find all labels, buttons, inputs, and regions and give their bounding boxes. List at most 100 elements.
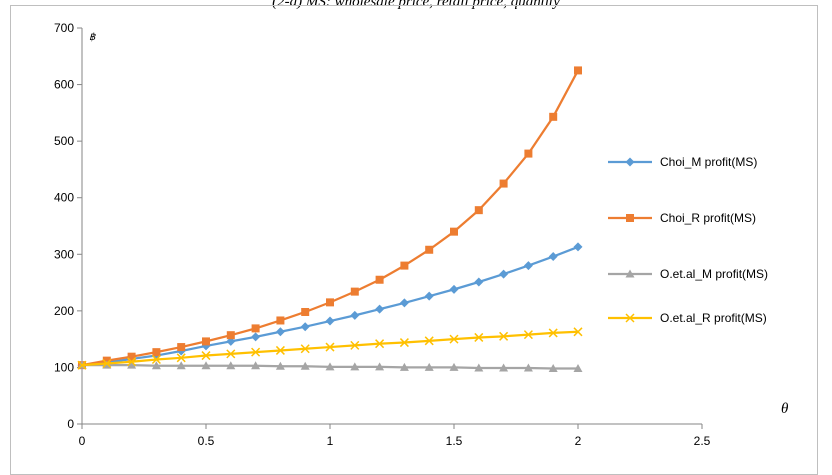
data-point	[326, 298, 334, 307]
data-point	[176, 353, 186, 363]
data-point	[325, 342, 335, 352]
data-point	[275, 361, 285, 370]
data-point	[499, 331, 509, 341]
legend-label: O.et.al_M profit(MS)	[660, 267, 768, 281]
data-point	[350, 287, 359, 296]
x-tick-label: 2.5	[694, 434, 711, 448]
data-point	[325, 362, 335, 371]
data-point	[523, 330, 533, 340]
series-o-et-al-m-profit-ms	[77, 360, 583, 373]
data-point	[301, 307, 310, 316]
series-choi-r-profit-ms	[78, 66, 582, 370]
data-point	[275, 327, 285, 337]
data-point	[152, 348, 161, 357]
data-point	[474, 206, 483, 215]
y-tick-label: 200	[54, 304, 74, 318]
data-point	[202, 337, 210, 346]
marker-stroke	[176, 353, 186, 363]
data-point	[300, 322, 310, 332]
data-point	[400, 261, 409, 270]
marker-stroke	[499, 331, 509, 341]
data-point	[300, 344, 310, 354]
data-point	[548, 328, 558, 338]
data-point	[474, 332, 484, 342]
marker-stroke	[77, 360, 87, 370]
data-point	[177, 343, 186, 352]
data-point	[77, 360, 87, 370]
data-point	[450, 227, 458, 236]
axes: 0 100 200 300 400 500 600 700 0 0.5 1 1.5 2 2.5	[54, 21, 711, 448]
y-tick-label: 400	[54, 191, 74, 205]
legend-entry: Choi_M profit(MS)	[608, 155, 757, 169]
data-point	[523, 261, 533, 271]
legend-marker	[626, 214, 634, 222]
marker-stroke	[625, 313, 635, 323]
x-tick-label: 0.5	[198, 434, 215, 448]
data-point	[549, 112, 558, 121]
data-point	[499, 363, 509, 372]
marker-stroke	[449, 334, 459, 344]
data-point	[424, 291, 434, 301]
marker-stroke	[251, 347, 261, 357]
data-point	[449, 284, 459, 294]
legend-label: Choi_M profit(MS)	[660, 155, 757, 169]
legend-marker	[625, 269, 635, 278]
data-point	[375, 304, 385, 314]
data-point	[375, 339, 385, 349]
data-point	[523, 363, 533, 372]
data-point	[375, 362, 385, 371]
marker-stroke	[350, 340, 360, 350]
data-point	[350, 310, 360, 320]
marker-stroke	[548, 328, 558, 338]
legend-marker	[625, 157, 635, 167]
data-point	[127, 352, 136, 361]
data-point	[350, 362, 360, 371]
marker-stroke	[275, 345, 285, 355]
legend-entry: Choi_R profit(MS)	[608, 211, 756, 225]
data-point	[127, 360, 137, 369]
data-point	[399, 298, 409, 308]
data-point	[251, 324, 260, 333]
marker-stroke	[424, 336, 434, 346]
data-point	[275, 345, 285, 355]
x-tick-label: 0	[79, 434, 86, 448]
y-tick-label: 600	[54, 78, 74, 92]
data-point	[375, 275, 384, 284]
data-point	[276, 316, 285, 325]
y-tick-label: 100	[54, 360, 74, 374]
legend-label: Choi_R profit(MS)	[660, 211, 756, 225]
x-tick-label: 2	[575, 434, 582, 448]
marker-stroke	[300, 344, 310, 354]
marker-stroke	[226, 349, 236, 359]
y-axis-unit-label: ฿	[89, 32, 96, 43]
data-point	[574, 66, 582, 75]
data-point	[325, 316, 335, 326]
data-point	[499, 179, 508, 188]
data-point	[524, 149, 533, 158]
data-point	[127, 357, 137, 367]
data-point	[399, 362, 409, 371]
legend-marker	[625, 313, 635, 323]
data-point	[226, 349, 236, 359]
marker-stroke	[523, 330, 533, 340]
marker-stroke	[102, 358, 112, 368]
x-axis-label: θ	[781, 401, 789, 417]
legend-label: O.et.al_R profit(MS)	[660, 311, 767, 325]
data-point	[425, 245, 434, 254]
data-point	[102, 358, 112, 368]
y-tick-label: 300	[54, 247, 74, 261]
data-point	[201, 351, 211, 361]
legend-entry: O.et.al_M profit(MS)	[608, 267, 768, 281]
data-point	[424, 362, 434, 371]
series-o-et-al-r-profit-ms	[77, 327, 583, 370]
data-point	[201, 361, 211, 370]
data-point	[151, 354, 161, 365]
series-layer	[77, 66, 583, 373]
data-point	[226, 361, 236, 370]
marker-stroke	[127, 357, 137, 367]
marker-stroke	[474, 332, 484, 342]
x-tick-label: 1.5	[446, 434, 463, 448]
marker-stroke	[325, 342, 335, 352]
data-point	[151, 361, 161, 370]
marker-stroke	[201, 351, 211, 361]
